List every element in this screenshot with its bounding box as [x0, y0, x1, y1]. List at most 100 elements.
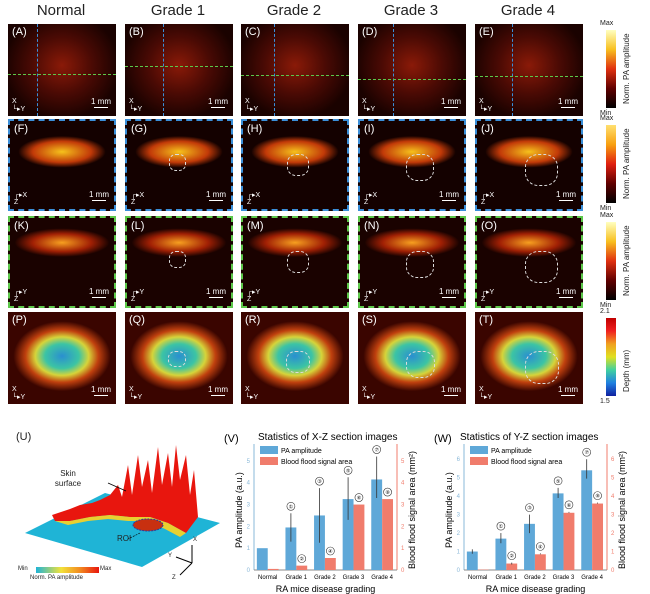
y-tick-label: 3 — [247, 503, 251, 509]
annotation-label: ② — [510, 554, 515, 560]
image-panel: (H) ┌▸X Z — [241, 119, 349, 211]
panel-label: (V) — [224, 433, 239, 445]
annotation-circle — [496, 521, 506, 531]
y-section-line — [274, 24, 276, 116]
y-tick-label: 2 — [457, 531, 461, 537]
legend-label: Blood flood signal area — [491, 459, 562, 466]
colorbar-min: Min — [600, 110, 612, 117]
panel-label: (S) — [362, 314, 377, 326]
x-tick-label: Grade 1 — [495, 575, 517, 581]
y2-tick-label: 1 — [611, 550, 615, 556]
scale-bar: 1 mm — [208, 385, 228, 397]
y-axis-label: PA amplitude (a.u.) — [444, 472, 454, 548]
y2-tick-label: 0 — [611, 568, 615, 574]
bar — [534, 554, 546, 570]
y2-tick-label: 5 — [401, 459, 405, 465]
x-tick-label: Normal — [468, 575, 487, 581]
y-tick-label: 0 — [247, 568, 251, 574]
image-panel: (O) 1 mm ┌▸Y Z — [475, 216, 583, 308]
scale-bar: 1 mm — [558, 385, 578, 397]
panel-label: (K) — [14, 220, 29, 232]
annotation-label: ⑦ — [374, 448, 379, 454]
y2-axis-label: Blood flood signal area (mm²) — [617, 451, 627, 569]
axis-indicator: ┌▸X Z — [364, 192, 378, 206]
annotation-label: ④ — [538, 544, 543, 550]
bar — [314, 515, 325, 570]
legend-swatch — [470, 457, 488, 465]
colorbar — [606, 30, 616, 108]
u-cb-max: Max — [100, 566, 112, 572]
bar — [296, 565, 308, 570]
annotation-label: ③ — [527, 506, 532, 512]
image-panel: (J) 1 mm ┌▸X Z — [475, 119, 583, 211]
roi-outline — [286, 350, 310, 373]
colorbar-min: 1.5 — [600, 398, 610, 405]
annotation-label: ⑧ — [595, 494, 600, 500]
annotation-circle — [286, 501, 296, 511]
image-panel: (L) 1 mm ┌▸Y Z — [125, 216, 233, 308]
panel-label: (J) — [481, 123, 494, 135]
axis-indicator: X └▸Y — [245, 386, 259, 401]
roi-outline — [405, 251, 434, 279]
image-panel: (I) 1 mm ┌▸X Z — [358, 119, 466, 211]
x-tick-label: Grade 4 — [581, 575, 603, 581]
axis-indicator: ┌▸X Z — [247, 192, 261, 206]
x-axis-label: RA mice disease grading — [276, 584, 376, 594]
panel-label: (G) — [131, 123, 147, 135]
annotation-label: ① — [499, 524, 504, 530]
image-panel: (F) 1 mm ┌▸X Z — [8, 119, 116, 211]
axis-indicator: ┌▸X Z — [131, 192, 145, 206]
axis-indicator: X └▸Y — [362, 386, 376, 401]
y2-tick-label: 1 — [401, 546, 405, 552]
colorbar-max: Max — [600, 115, 614, 122]
surface-plot — [25, 445, 220, 576]
panel-label: (F) — [14, 123, 29, 135]
scale-bar: 1 mm — [439, 190, 459, 202]
colorbar-title: Norm. PA amplitude — [622, 33, 631, 104]
x-tick-label: Grade 3 — [553, 575, 575, 581]
axis-indicator: ┌▸Y Z — [14, 289, 28, 303]
u-axis-y: Y — [168, 553, 173, 559]
y-tick-label: 5 — [247, 459, 251, 465]
annotation-circle — [564, 500, 574, 510]
y-section-line — [392, 24, 394, 116]
roi-outline — [168, 154, 187, 171]
y-tick-label: 3 — [457, 513, 461, 519]
legend-swatch — [470, 446, 488, 454]
u-axis-x: X — [193, 537, 198, 543]
roi-outline — [524, 154, 559, 187]
axis-indicator: X └▸Y — [129, 386, 143, 401]
x-tick-label: Normal — [258, 575, 277, 581]
y2-tick-label: 0 — [401, 568, 405, 574]
image-panel: (S) 1 mm X └▸Y — [358, 312, 466, 404]
y2-tick-label: 4 — [401, 481, 405, 487]
scale-bar: 1 mm — [91, 97, 111, 109]
x-axis-label: RA mice disease grading — [486, 584, 586, 594]
bar — [552, 493, 564, 570]
panel-label: (T) — [479, 314, 494, 326]
panel-label: (L) — [131, 220, 145, 232]
x-section-line — [241, 74, 349, 76]
annotation-label: ③ — [317, 479, 322, 485]
annotation-label: ④ — [328, 549, 333, 555]
column-header: Normal — [36, 2, 86, 19]
axis-indicator: X └▸Y — [479, 386, 493, 401]
axis-indicator: X └▸Y — [245, 98, 259, 113]
chart-title: Statistics of Y-Z section images — [460, 432, 598, 443]
axis-indicator: ┌▸Y Z — [481, 289, 495, 303]
image-panel: (K) 1 mm ┌▸Y Z — [8, 216, 116, 308]
column-header: Grade 3 — [383, 2, 439, 19]
image-panel: (E) 1 mm X └▸Y — [475, 24, 583, 116]
x-tick-label: Grade 2 — [314, 575, 336, 581]
y2-tick-label: 2 — [611, 531, 615, 537]
y-tick-label: 6 — [457, 457, 461, 463]
annotation-circle — [525, 503, 534, 512]
image-panel: (C) X └▸Y — [241, 24, 349, 116]
roi-outline — [405, 154, 434, 182]
legend-label: Blood flood signal area — [281, 459, 352, 466]
y-tick-label: 4 — [247, 481, 251, 487]
roi-outline — [286, 251, 310, 273]
panel-label: (C) — [245, 26, 261, 38]
scale-bar: 1 mm — [441, 385, 461, 397]
axis-indicator: ┌▸Y Z — [364, 289, 378, 303]
